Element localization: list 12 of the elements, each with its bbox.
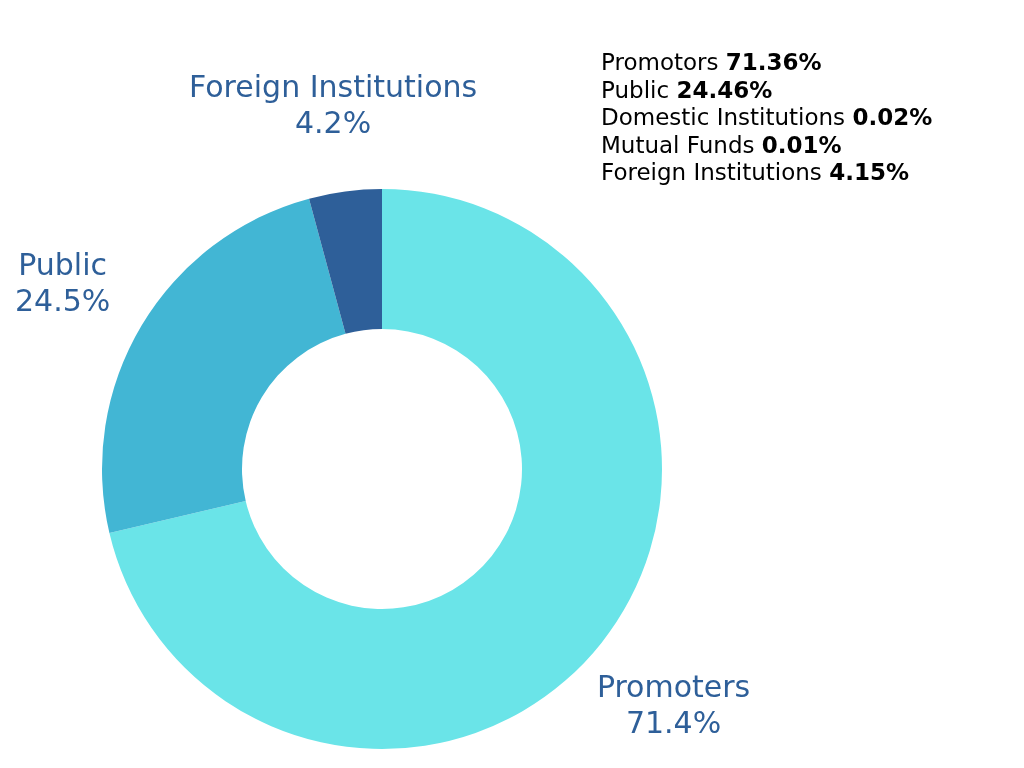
slice-label: Public [18, 247, 107, 283]
slice-label: Foreign Institutions [189, 69, 478, 105]
text: Domestic Institutions 0.02% [601, 104, 933, 130]
data-label: 4.2% [295, 105, 372, 141]
text: Foreign Institutions 4.15% [601, 159, 909, 185]
data-label: 71.4% [625, 705, 722, 741]
data-label: 24.5% [14, 283, 111, 319]
slice-label: Promoters [596, 669, 751, 705]
text: Mutual Funds 0.01% [601, 131, 842, 158]
text: Promotors 71.36% [601, 49, 822, 75]
donut-slice [309, 189, 382, 334]
text: Public 24.46% [601, 76, 773, 103]
